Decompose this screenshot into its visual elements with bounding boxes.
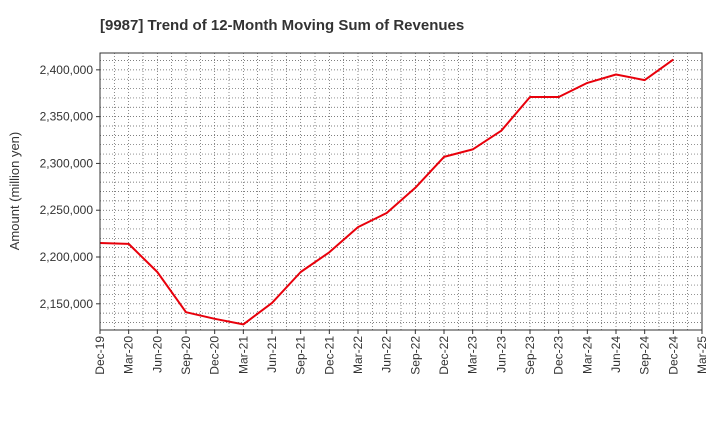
x-tick-label: Sep-24 bbox=[638, 336, 652, 375]
x-tick-label: Sep-21 bbox=[294, 336, 308, 375]
x-tick-label: Mar-23 bbox=[466, 336, 480, 374]
x-tick-label: Mar-20 bbox=[122, 336, 136, 374]
y-tick-label: 2,350,000 bbox=[40, 110, 94, 124]
y-axis-label: Amount (million yen) bbox=[7, 132, 22, 251]
y-tick-label: 2,300,000 bbox=[40, 156, 94, 170]
x-tick-label: Dec-21 bbox=[322, 336, 336, 375]
x-tick-label: Dec-24 bbox=[666, 336, 680, 375]
x-axis-ticks: Dec-19 Mar-20 Jun-20 Sep-20 Dec-20 Mar-21 Jun-… bbox=[93, 330, 709, 375]
plot-frame bbox=[99, 52, 703, 331]
x-tick-label: Jun-23 bbox=[494, 336, 508, 373]
x-tick-label: Dec-20 bbox=[208, 336, 222, 375]
x-tick-label: Sep-23 bbox=[523, 336, 537, 375]
x-tick-label: Mar-24 bbox=[580, 336, 594, 374]
x-tick-label: Dec-23 bbox=[552, 336, 566, 375]
series-line bbox=[99, 58, 674, 326]
series-layer bbox=[99, 58, 674, 326]
grid bbox=[100, 53, 702, 330]
x-tick-label: Dec-19 bbox=[93, 336, 107, 375]
x-tick-label: Jun-20 bbox=[150, 336, 164, 373]
x-tick-label: Sep-20 bbox=[179, 336, 193, 375]
x-tick-label: Sep-22 bbox=[408, 336, 422, 375]
x-tick-label: Jun-21 bbox=[265, 336, 279, 373]
y-tick-label: 2,400,000 bbox=[40, 63, 94, 77]
x-tick-label: Mar-22 bbox=[351, 336, 365, 374]
y-tick-label: 2,200,000 bbox=[40, 250, 94, 264]
y-tick-label: 2,250,000 bbox=[40, 203, 94, 217]
y-tick-label: 2,150,000 bbox=[40, 297, 94, 311]
chart-title: [9987] Trend of 12-Month Moving Sum of R… bbox=[100, 17, 464, 34]
x-tick-label: Mar-25 bbox=[695, 336, 709, 374]
x-tick-label: Mar-21 bbox=[236, 336, 250, 374]
x-tick-label: Jun-22 bbox=[380, 336, 394, 373]
x-tick-label: Dec-22 bbox=[437, 336, 451, 375]
y-axis-ticks: 2,150,000 2,200,000 2,250,000 2,300,000 2,35… bbox=[40, 63, 100, 311]
x-tick-label: Jun-24 bbox=[609, 336, 623, 373]
